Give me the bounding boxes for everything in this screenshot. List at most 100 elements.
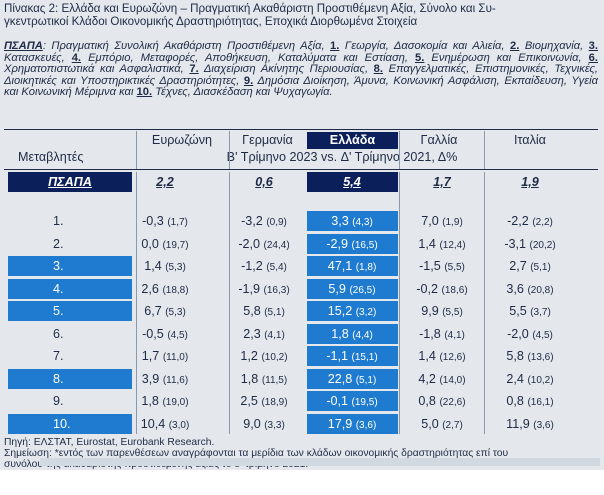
col-header-greece: Ελλάδα <box>329 133 376 147</box>
legend-head: ΠΣΑΠΑ <box>4 40 43 52</box>
table-cell: 1,8 (4,4) <box>307 327 397 341</box>
cell-share: (19,0) <box>162 397 189 408</box>
row-label: 8. <box>53 372 64 386</box>
legend-item-text: Εμπόριο, Μεταφορές, Αποθήκευση, Καταλύμα… <box>81 51 416 64</box>
cell-value: 0,8 <box>418 394 436 408</box>
legend-item-number: 3. <box>588 40 598 52</box>
cell-value: 3,6 <box>506 282 524 296</box>
cell-share: (5,4) <box>266 262 287 273</box>
cell-value: -1,2 <box>241 259 263 273</box>
cell-value: 5,0 <box>421 417 439 431</box>
total-row-label: ΠΣΑΠΑ <box>48 175 92 189</box>
cell-value: 2,4 <box>506 372 524 386</box>
row-label: 4. <box>53 282 64 296</box>
legend-item-number: 7. <box>189 63 199 76</box>
legend-item-text: Χρηματοπιστωτικά και Ασφαλιστικά, <box>4 63 190 76</box>
legend-item-number: 10. <box>136 86 153 99</box>
cell-value: 6,7 <box>144 304 162 318</box>
col-divider <box>136 172 137 434</box>
legend-item-number: 5. <box>415 51 425 64</box>
col-divider <box>136 131 137 169</box>
row-highlight <box>8 301 132 321</box>
table-cell: 3,9 (11,6) <box>120 372 210 386</box>
table-cell: -1,1 (15,1) <box>307 349 397 363</box>
legend-item-number: 4. <box>71 51 82 64</box>
cell-share: (12,4) <box>439 240 466 251</box>
table-cell: 5,5 (3,7) <box>485 304 575 318</box>
row-label: 3. <box>53 259 64 273</box>
cell-share: (19,5) <box>351 397 378 408</box>
legend-item-text: Τέχνες, Διασκέδαση και Ψυχαγωγία. <box>152 86 333 99</box>
cell-share: (1,7) <box>167 217 188 228</box>
cell-share: (22,6) <box>439 397 466 408</box>
legend-item-text: Διαχείριση Ακίνητης Περιουσίας, <box>198 63 374 76</box>
legend-item-text: Κατασκευές, <box>4 51 72 64</box>
table-cell: 1,2 (10,2) <box>219 349 309 363</box>
cell-share: (5,1) <box>264 307 285 318</box>
table-cell: 0,0 (19,7) <box>120 237 210 251</box>
table-cell: -0,3 (1,7) <box>120 214 210 228</box>
cell-share: (4,5) <box>532 330 553 341</box>
variables-label: Μεταβλητές <box>18 150 84 164</box>
cell-value: 1,8 <box>141 394 159 408</box>
col-header-greece-bg <box>307 132 398 149</box>
legend-item-number: 2. <box>510 40 520 52</box>
cell-value: 47,1 <box>327 259 353 273</box>
footnote-line-1: Σημείωση: *εντός των παρενθέσεων αναγράφ… <box>4 448 509 459</box>
cell-share: (11,6) <box>162 375 189 386</box>
col-header-eurozone: Ευρωζώνη <box>151 133 213 147</box>
row-label: 10. <box>53 417 71 431</box>
cell-value: -0,2 <box>416 282 439 296</box>
row-label: 9. <box>53 394 64 408</box>
cell-value: 5,8 <box>243 304 261 318</box>
legend-item-number: 6. <box>588 51 598 64</box>
table-cell: 1,4 (12,6) <box>397 349 487 363</box>
title-line-2: γκεντρωτικοί Κλάδοι Οικονομικής Δραστηρι… <box>4 15 418 28</box>
cell-share: (15,1) <box>351 352 378 363</box>
cell-value: -0,3 <box>142 214 164 228</box>
cell-share: (3,7) <box>530 307 551 318</box>
greece-cell-highlight <box>307 234 398 254</box>
cell-value: -0,5 <box>142 327 164 341</box>
greece-cell-highlight <box>307 391 398 411</box>
bottom-strip <box>40 458 600 466</box>
row-label: 1. <box>53 214 64 228</box>
row-highlight <box>8 369 132 389</box>
cell-value: 9,9 <box>421 304 439 318</box>
cell-value: 11,9 <box>506 417 530 431</box>
table-cell: 2,4 (10,2) <box>485 372 575 386</box>
legend-item-text: Βιομηχανία, <box>519 40 589 52</box>
cell-value: 5,8 <box>506 349 524 363</box>
header-separator <box>4 129 598 130</box>
greece-cell-highlight <box>307 211 398 231</box>
legend-item-text: Γεωργία, Δασοκομία και Αλιεία, <box>339 40 511 52</box>
legend-item-text: Ενημέρωση και Επικοινωνία, <box>424 51 589 64</box>
col-header-france: Γαλλία <box>420 133 458 147</box>
cell-share: (14,0) <box>439 375 466 386</box>
cell-value: 1,2 <box>240 349 258 363</box>
cell-share: (5,1) <box>530 262 551 273</box>
table-cell: -3,1 (20,2) <box>485 237 575 251</box>
cell-value: 4,2 <box>418 372 436 386</box>
cell-share: (5,3) <box>165 262 186 273</box>
cell-value: 10,4 <box>140 417 166 431</box>
cell-share: (19,7) <box>162 240 189 251</box>
legend: ΠΣΑΠΑ: Πραγματική Συνολική Ακαθάριστη Πρ… <box>4 40 598 99</box>
cell-value: 15,2 <box>327 304 353 318</box>
cell-share: (5,5) <box>444 262 465 273</box>
cell-share: (18,8) <box>162 285 189 296</box>
cell-share: (5,1) <box>355 375 377 386</box>
cell-value: 0,0 <box>141 237 159 251</box>
table-cell: 2,7 (5,1) <box>485 259 575 273</box>
cell-share: (12,6) <box>439 352 466 363</box>
cell-share: (5,5) <box>442 307 463 318</box>
cell-share: (24,4) <box>263 240 290 251</box>
cell-share: (26,5) <box>349 285 376 296</box>
table-cell: -2,2 (2,2) <box>485 214 575 228</box>
table-cell: 2,6 (18,8) <box>120 282 210 296</box>
row-label: 5. <box>53 304 64 318</box>
cell-share: (18,6) <box>441 285 468 296</box>
legend-item-number: 8. <box>373 63 384 76</box>
col-header-germany: Γερμανία <box>242 133 293 147</box>
col-divider <box>484 131 485 169</box>
